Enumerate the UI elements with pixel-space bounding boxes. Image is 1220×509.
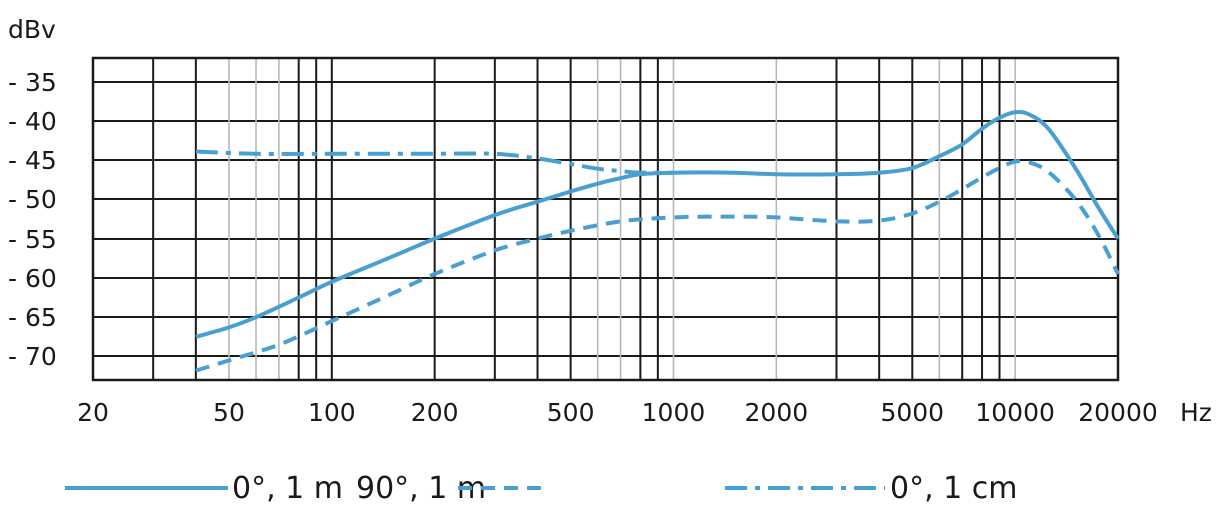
x-tick-label: 5000 — [880, 398, 944, 427]
x-tick-label: 200 — [411, 398, 459, 427]
y-axis-label: dBv — [8, 15, 56, 44]
x-tick-label: 100 — [308, 398, 356, 427]
data-series — [195, 109, 1120, 373]
x-axis-label: Hz — [1180, 398, 1212, 427]
plot-frame — [91, 56, 1120, 382]
x-tick-label: 20000 — [1078, 398, 1158, 427]
x-tick-label: 500 — [547, 398, 595, 427]
y-tick-label: - 55 — [8, 225, 57, 254]
x-tick-label: 20 — [77, 398, 109, 427]
grid — [91, 56, 1120, 382]
y-tick-label: - 65 — [8, 303, 57, 332]
y-tick-label: - 45 — [8, 146, 57, 175]
y-tick-label: - 40 — [8, 107, 57, 136]
legend-label-0deg-1m: 0°, 1 m — [232, 471, 343, 506]
x-tick-labels: 20 50 100 200 500 1000 2000 5000 10000 20000 — [77, 398, 1158, 427]
x-tick-label: 10000 — [975, 398, 1055, 427]
x-tick-label: 50 — [213, 398, 245, 427]
y-tick-labels: - 35 - 40 - 45 - 50 - 55 - 60 - 65 - 70 — [8, 68, 57, 371]
legend-label-0deg-1cm: 0°, 1 cm — [890, 471, 1018, 506]
series-90deg-1m — [195, 159, 1120, 373]
y-tick-label: - 70 — [8, 342, 57, 371]
x-tick-label: 1000 — [642, 398, 706, 427]
y-tick-label: - 60 — [8, 264, 57, 293]
y-tick-label: - 35 — [8, 68, 57, 97]
y-tick-label: - 50 — [8, 185, 57, 214]
legend: 0°, 1 m 90°, 1 m 0°, 1 cm — [65, 471, 1018, 506]
series-0deg-1m — [195, 109, 1120, 339]
x-tick-label: 2000 — [745, 398, 809, 427]
